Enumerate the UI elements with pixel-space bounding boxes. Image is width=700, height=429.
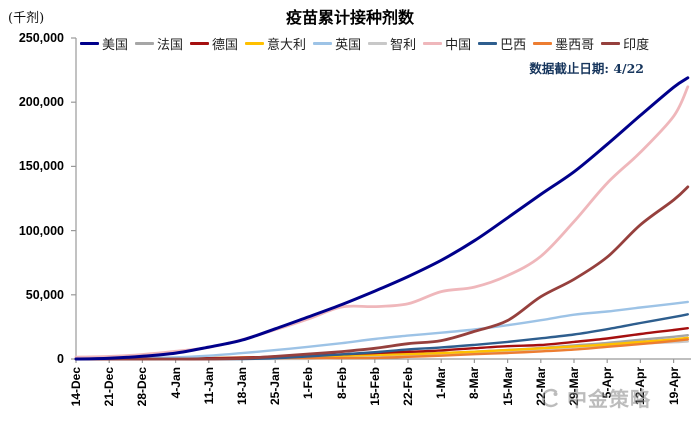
legend-label-chile: 智利: [390, 38, 417, 53]
x-tick-label: 28-Dec: [135, 367, 150, 407]
x-tick-label: 4-Jan: [168, 367, 183, 399]
x-tick-label: 15-Mar: [500, 367, 515, 406]
y-tick-label: 200,000: [18, 95, 64, 110]
legend-item-italy: 意大利: [245, 34, 306, 53]
x-tick-label: 5-Apr: [600, 367, 615, 399]
legend-swatch-germany: [190, 42, 210, 45]
x-tick-label: 12-Apr: [633, 367, 648, 406]
x-tick-label: 1-Feb: [301, 367, 316, 400]
series-line-usa: [74, 76, 690, 361]
legend-swatch-italy: [245, 42, 265, 45]
legend-item-mexico: 墨西哥: [533, 34, 594, 53]
x-tick-label: 15-Feb: [367, 367, 382, 406]
x-tick-label: 19-Apr: [666, 367, 681, 406]
legend-label-usa: 美国: [102, 38, 129, 53]
y-tick-label: 50,000: [25, 287, 64, 302]
chart-title: 疫苗累计接种剂数: [285, 8, 414, 27]
x-tick-label: 14-Dec: [69, 367, 83, 407]
legend-label-uk: 英国: [335, 38, 362, 53]
legend-item-chile: 智利: [368, 34, 416, 53]
legend-item-china: 中国: [423, 34, 471, 53]
legend-label-india: 印度: [623, 38, 650, 53]
legend-label-germany: 德国: [212, 38, 239, 53]
x-tick-label: 8-Mar: [467, 367, 482, 400]
legend-item-germany: 德国: [190, 34, 238, 53]
legend-item-brazil: 巴西: [478, 34, 526, 53]
legend-label-brazil: 巴西: [500, 38, 527, 53]
y-axis-unit-label: (千剂): [8, 11, 45, 26]
y-tick-label: 250,000: [18, 31, 64, 45]
chart-legend: 美国 法国 德国 意大利 英国 智利 中国 巴西 墨西哥 印度: [80, 34, 649, 53]
y-tick-label: 150,000: [18, 159, 64, 174]
legend-swatch-mexico: [533, 42, 553, 45]
x-tick-label: 11-Jan: [201, 367, 216, 405]
legend-label-china: 中国: [445, 38, 472, 53]
x-tick-label: 22-Mar: [533, 367, 548, 406]
x-tick-label: 8-Feb: [334, 367, 349, 400]
series-line-uk: [74, 300, 689, 360]
x-tick-label: 22-Feb: [401, 367, 415, 406]
legend-swatch-china: [423, 42, 443, 45]
legend-swatch-india: [601, 42, 621, 45]
legend-item-france: 法国: [135, 34, 183, 53]
y-tick-label: 100,000: [18, 223, 64, 238]
series-line-india: [74, 185, 690, 361]
x-tick-label: 1-Mar: [434, 367, 449, 400]
x-tick-label: 18-Jan: [235, 367, 249, 406]
x-tick-label: 29-Mar: [567, 367, 581, 406]
series-line-china: [74, 85, 690, 359]
legend-item-usa: 美国: [80, 34, 128, 53]
legend-swatch-france: [135, 42, 155, 45]
y-tick-label: 0: [57, 352, 64, 366]
legend-item-india: 印度: [601, 34, 649, 53]
legend-label-italy: 意大利: [267, 38, 307, 53]
data-cutoff-note: 数据截止日期: 4/22: [529, 61, 644, 76]
legend-swatch-chile: [368, 42, 388, 45]
legend-label-france: 法国: [157, 38, 184, 53]
legend-label-mexico: 墨西哥: [555, 38, 595, 53]
legend-swatch-uk: [313, 42, 333, 45]
x-tick-label: 21-Dec: [102, 367, 117, 407]
legend-swatch-brazil: [478, 42, 498, 45]
legend-item-uk: 英国: [313, 34, 361, 53]
legend-swatch-usa: [80, 42, 99, 45]
x-tick-label: 25-Jan: [268, 367, 283, 406]
